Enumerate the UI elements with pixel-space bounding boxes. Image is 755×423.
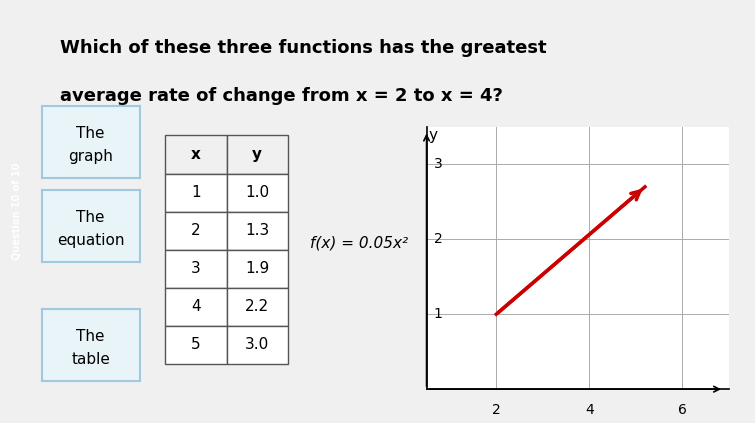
Text: Question 10 of 10: Question 10 of 10 <box>12 163 22 260</box>
Text: average rate of change from x = 2 to x = 4?: average rate of change from x = 2 to x =… <box>60 87 504 105</box>
Text: 4: 4 <box>585 403 593 417</box>
Text: f(x) = 0.05x²: f(x) = 0.05x² <box>310 236 408 251</box>
Text: 3: 3 <box>433 157 442 171</box>
Text: The: The <box>76 126 105 140</box>
Text: equation: equation <box>57 233 125 248</box>
Text: Which of these three functions has the greatest: Which of these three functions has the g… <box>60 39 547 57</box>
Text: The: The <box>76 329 105 343</box>
Text: The: The <box>76 210 105 225</box>
Text: 6: 6 <box>678 403 686 417</box>
Text: table: table <box>71 352 110 367</box>
Text: 2: 2 <box>433 232 442 246</box>
Text: 2: 2 <box>492 403 501 417</box>
Text: graph: graph <box>68 148 113 164</box>
Text: 1: 1 <box>433 307 442 321</box>
Text: y: y <box>429 129 438 143</box>
